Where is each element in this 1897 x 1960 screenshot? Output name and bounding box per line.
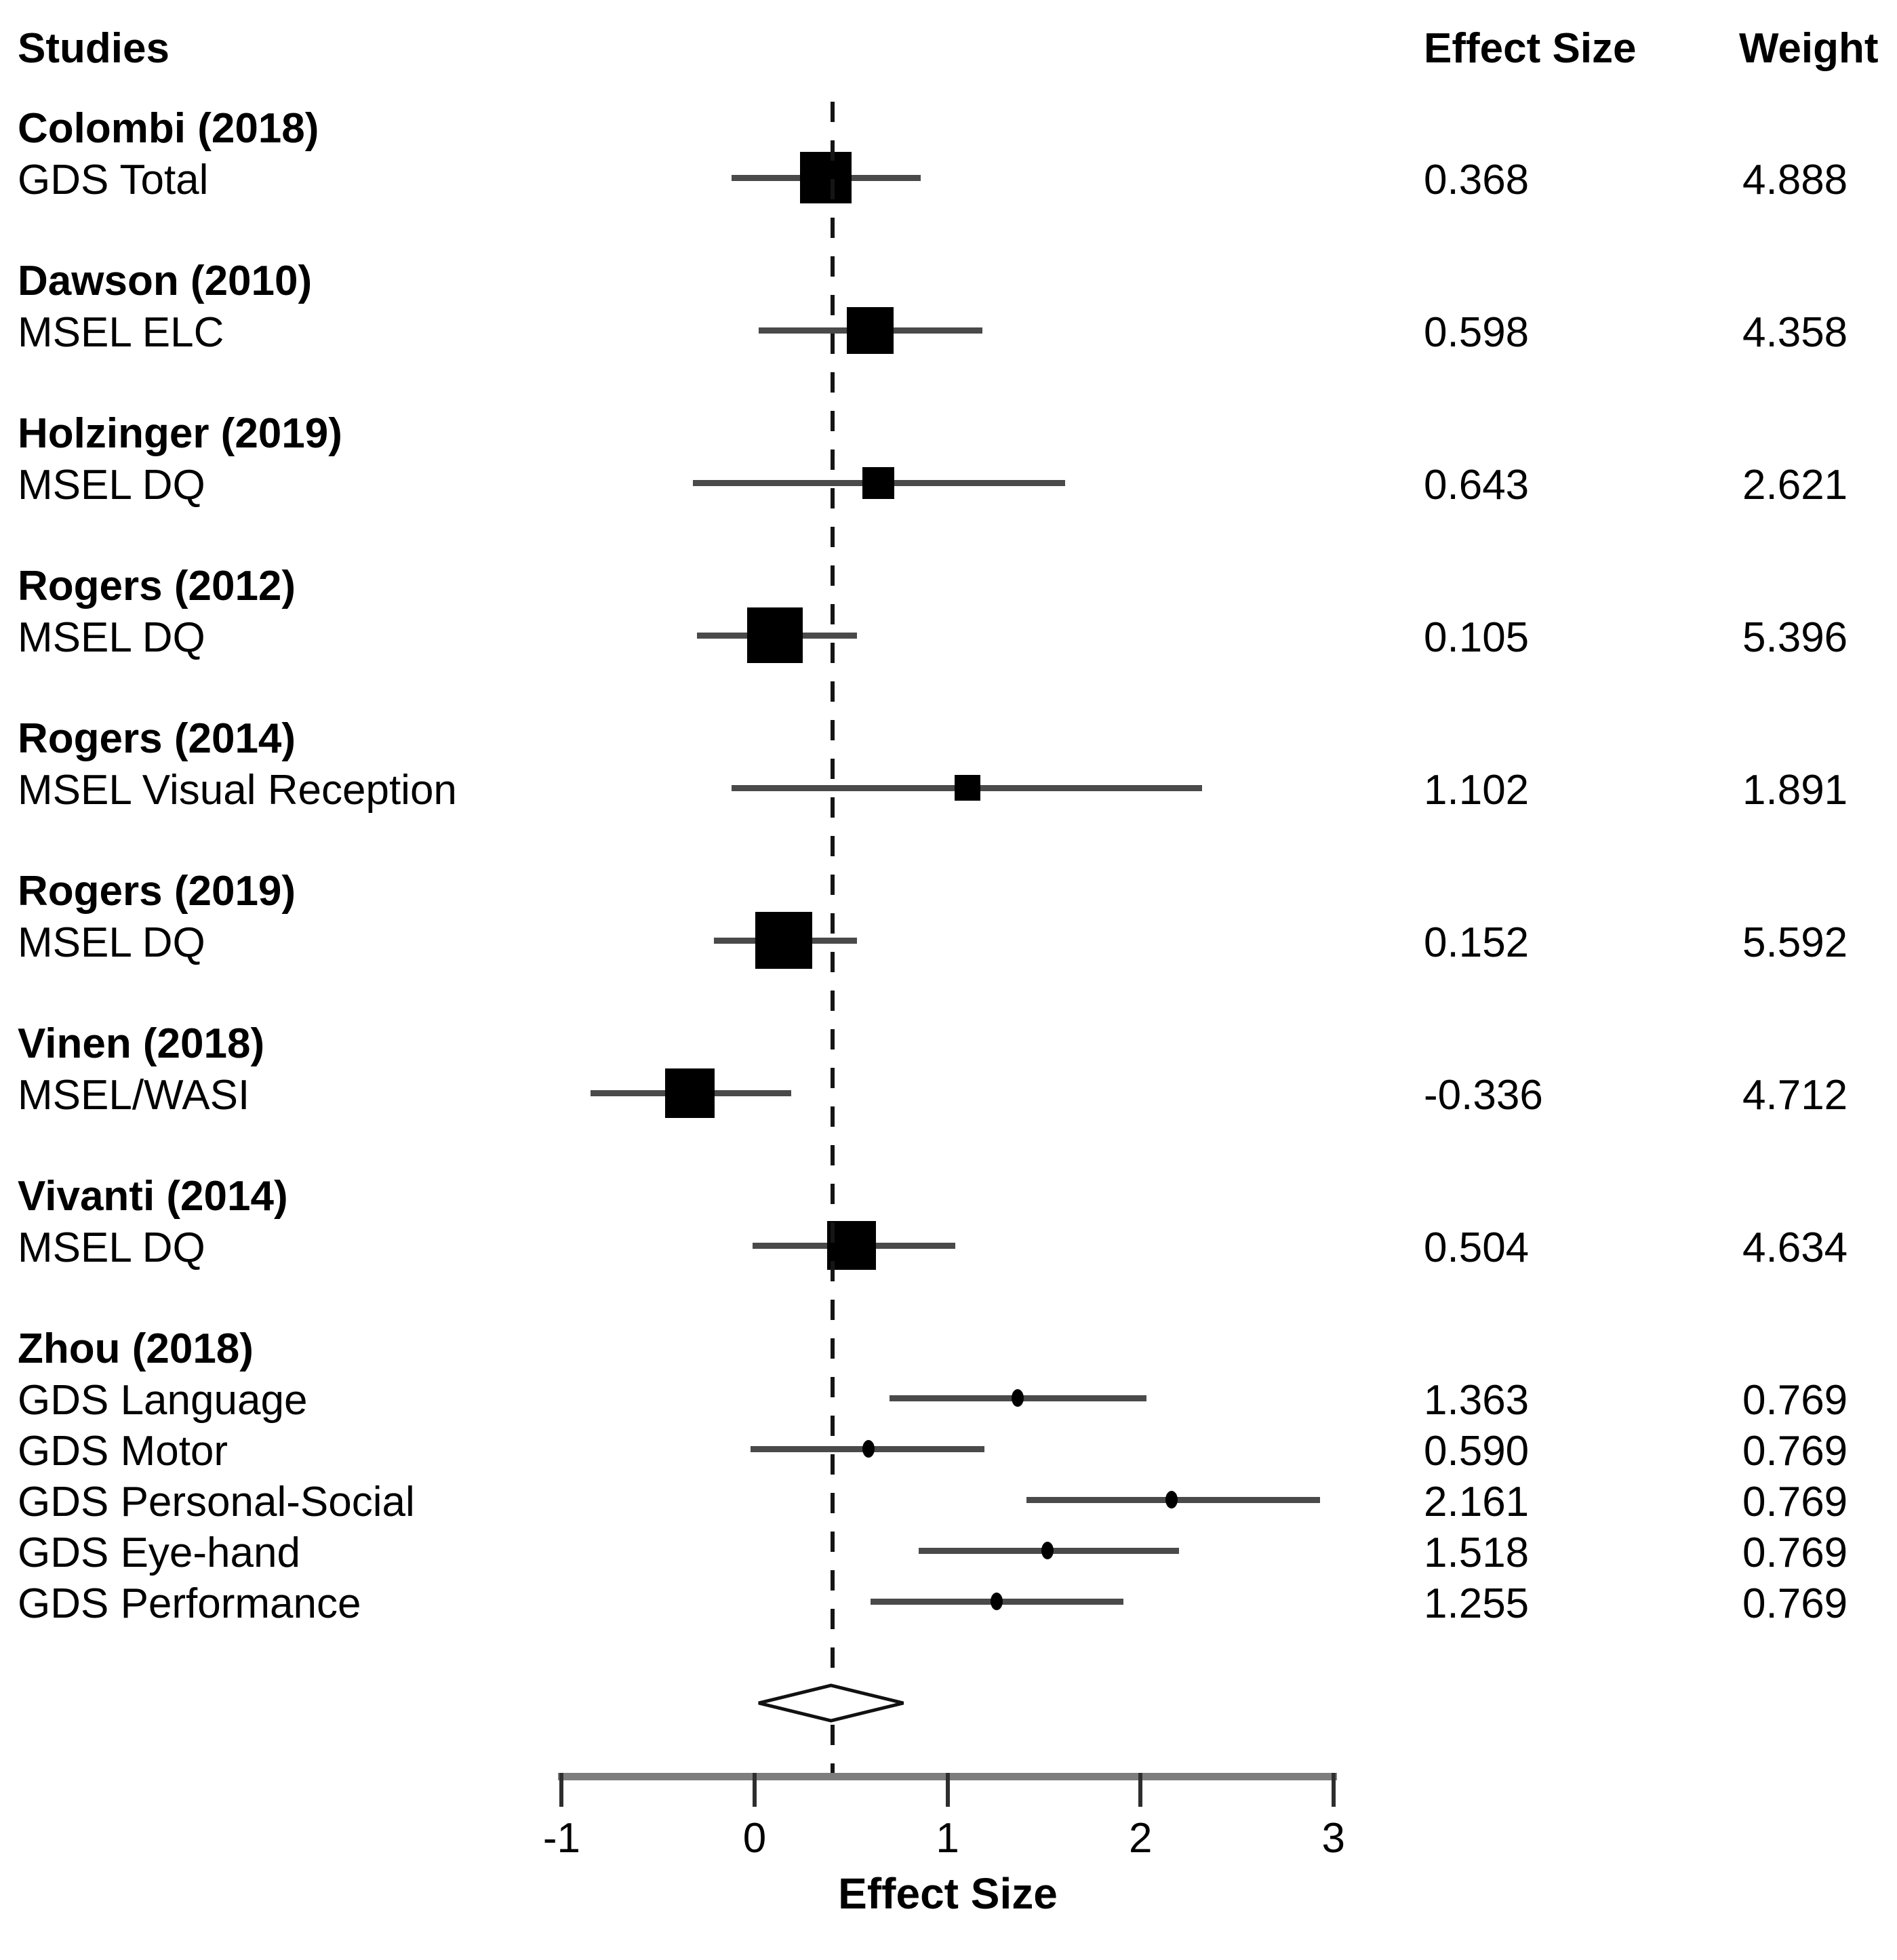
effect-marker xyxy=(746,607,803,663)
study-name: Rogers (2019) xyxy=(18,868,296,915)
weight-value: 5.396 xyxy=(1742,614,1848,661)
x-axis-tick-label: 0 xyxy=(742,1815,767,1862)
effect-marker xyxy=(1011,1389,1024,1407)
effect-marker xyxy=(827,1221,877,1270)
effect-marker xyxy=(862,466,895,499)
effect-value: 0.598 xyxy=(1424,309,1530,356)
effect-value: 0.368 xyxy=(1424,157,1530,203)
study-measure-label: GDS Eye-hand xyxy=(18,1529,300,1576)
x-axis-tick-label: 1 xyxy=(936,1815,959,1862)
effect-value: 1.518 xyxy=(1424,1529,1530,1576)
x-axis-label: Effect Size xyxy=(838,1869,1058,1918)
x-axis-tick xyxy=(1138,1773,1143,1807)
study-measure-label: GDS Total xyxy=(18,157,209,203)
study-measure-label: MSEL DQ xyxy=(18,462,205,508)
study-name: Vivanti (2014) xyxy=(18,1173,288,1220)
study-name: Holzinger (2019) xyxy=(18,410,342,457)
weight-value: 0.769 xyxy=(1742,1377,1848,1424)
x-axis-tick-label: 3 xyxy=(1321,1815,1346,1862)
pooled-effect-diamond-shape xyxy=(758,1683,904,1723)
effect-marker xyxy=(954,775,980,801)
column-header-weight: Weight xyxy=(1739,25,1879,72)
x-axis-tick-label: 2 xyxy=(1128,1815,1153,1862)
effect-value: 0.105 xyxy=(1424,614,1530,661)
study-name: Rogers (2012) xyxy=(18,563,296,609)
weight-value: 1.891 xyxy=(1742,767,1848,814)
study-measure-label: MSEL ELC xyxy=(18,309,224,356)
effect-marker xyxy=(664,1068,715,1118)
effect-value: 1.363 xyxy=(1424,1377,1530,1424)
column-header-studies: Studies xyxy=(18,25,169,72)
effect-marker xyxy=(991,1593,1003,1610)
weight-value: 4.712 xyxy=(1742,1072,1848,1119)
weight-value: 2.621 xyxy=(1742,462,1848,508)
effect-marker xyxy=(799,152,852,203)
study-measure-label: GDS Language xyxy=(18,1377,308,1424)
study-measure-label: MSEL DQ xyxy=(18,919,205,966)
effect-value: 0.590 xyxy=(1424,1428,1530,1475)
x-axis-tick xyxy=(945,1773,950,1807)
column-header-effect-size: Effect Size xyxy=(1424,25,1637,72)
effect-value: 0.643 xyxy=(1424,462,1530,508)
study-name: Zhou (2018) xyxy=(18,1325,254,1372)
weight-value: 4.358 xyxy=(1742,309,1848,356)
study-name: Colombi (2018) xyxy=(18,105,319,152)
study-measure-label: GDS Motor xyxy=(18,1428,228,1475)
pooled-effect-diamond xyxy=(758,1683,904,1723)
effect-value: 2.161 xyxy=(1424,1479,1530,1525)
effect-value: 0.152 xyxy=(1424,919,1530,966)
effect-marker xyxy=(1165,1491,1178,1508)
x-axis-tick-label: -1 xyxy=(542,1815,580,1862)
dashed-reference-line xyxy=(831,102,835,1773)
weight-value: 4.888 xyxy=(1742,157,1848,203)
study-measure-label: MSEL/WASI xyxy=(18,1072,250,1119)
study-measure-label: GDS Personal-Social xyxy=(18,1479,415,1525)
study-measure-label: MSEL DQ xyxy=(18,614,205,661)
weight-value: 0.769 xyxy=(1742,1428,1848,1475)
effect-value: 1.255 xyxy=(1424,1580,1530,1627)
study-measure-label: MSEL Visual Reception xyxy=(18,767,457,814)
weight-value: 5.592 xyxy=(1742,919,1848,966)
study-measure-label: GDS Performance xyxy=(18,1580,361,1627)
study-name: Dawson (2010) xyxy=(18,258,313,304)
weight-value: 0.769 xyxy=(1742,1580,1848,1627)
study-measure-label: MSEL DQ xyxy=(18,1224,205,1271)
weight-value: 0.769 xyxy=(1742,1479,1848,1525)
effect-marker xyxy=(862,1440,875,1458)
effect-marker xyxy=(755,912,813,969)
x-axis-tick xyxy=(753,1773,757,1807)
x-axis-tick xyxy=(559,1773,564,1807)
effect-marker xyxy=(1041,1542,1054,1559)
x-axis-tick xyxy=(1331,1773,1336,1807)
effect-value: 1.102 xyxy=(1424,767,1530,814)
effect-marker xyxy=(846,306,894,354)
weight-value: 0.769 xyxy=(1742,1529,1848,1576)
weight-value: 4.634 xyxy=(1742,1224,1848,1271)
study-name: Rogers (2014) xyxy=(18,715,296,762)
effect-value: -0.336 xyxy=(1424,1072,1543,1119)
effect-value: 0.504 xyxy=(1424,1224,1530,1271)
study-name: Vinen (2018) xyxy=(18,1020,265,1067)
